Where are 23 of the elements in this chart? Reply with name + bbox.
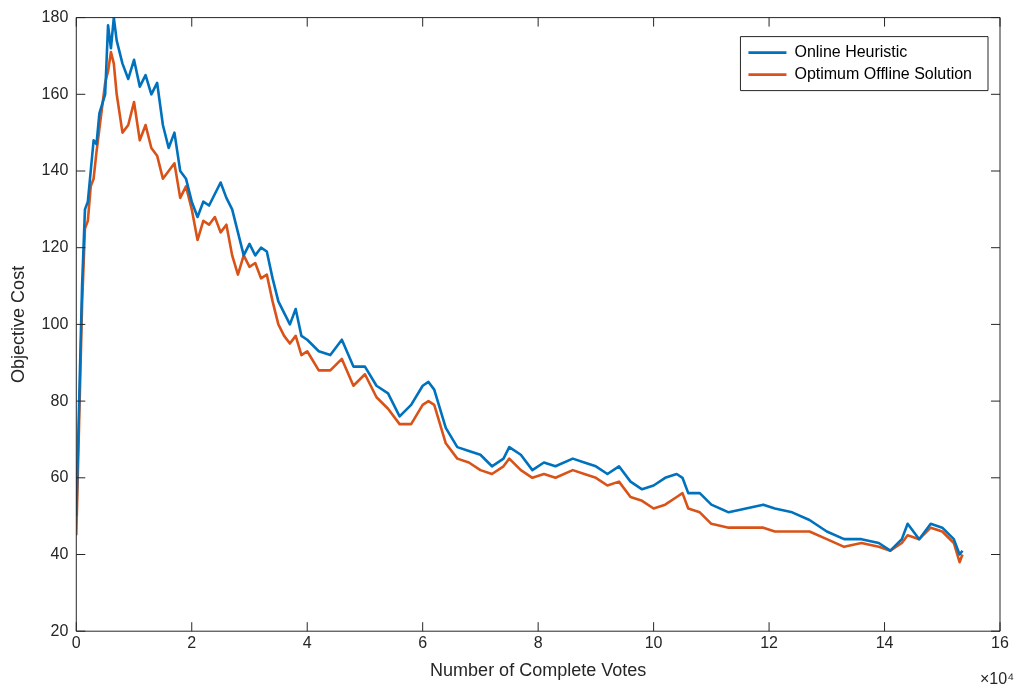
legend-label: Optimum Offline Solution (794, 65, 972, 83)
x-tick-label: 8 (533, 634, 543, 652)
x-tick-label: 4 (302, 634, 312, 652)
y-tick-label: 180 (41, 8, 69, 26)
y-tick-label: 160 (41, 84, 69, 102)
y-axis-title: Objective Cost (7, 265, 28, 383)
x-axis-title: Number of Complete Votes (430, 660, 647, 681)
x-tick-label: 0 (71, 634, 81, 652)
x-tick-label: 14 (875, 634, 894, 652)
x-tick-label: 12 (760, 634, 779, 652)
x-tick-label: 2 (187, 634, 197, 652)
x-tick-label: 16 (991, 634, 1009, 652)
y-tick-label: 80 (50, 391, 69, 409)
y-tick-label: 40 (50, 544, 69, 562)
x-tick-label: 10 (644, 634, 663, 652)
y-tick-label: 100 (41, 314, 69, 332)
y-tick-label: 140 (41, 161, 69, 179)
y-tick-label: 60 (50, 468, 69, 486)
y-tick-label: 120 (41, 238, 69, 256)
y-tick-label: 20 (50, 621, 69, 639)
x-tick-label: 6 (418, 634, 428, 652)
text: ×10⁴ (979, 669, 1015, 687)
legend-label: Online Heuristic (794, 43, 908, 61)
